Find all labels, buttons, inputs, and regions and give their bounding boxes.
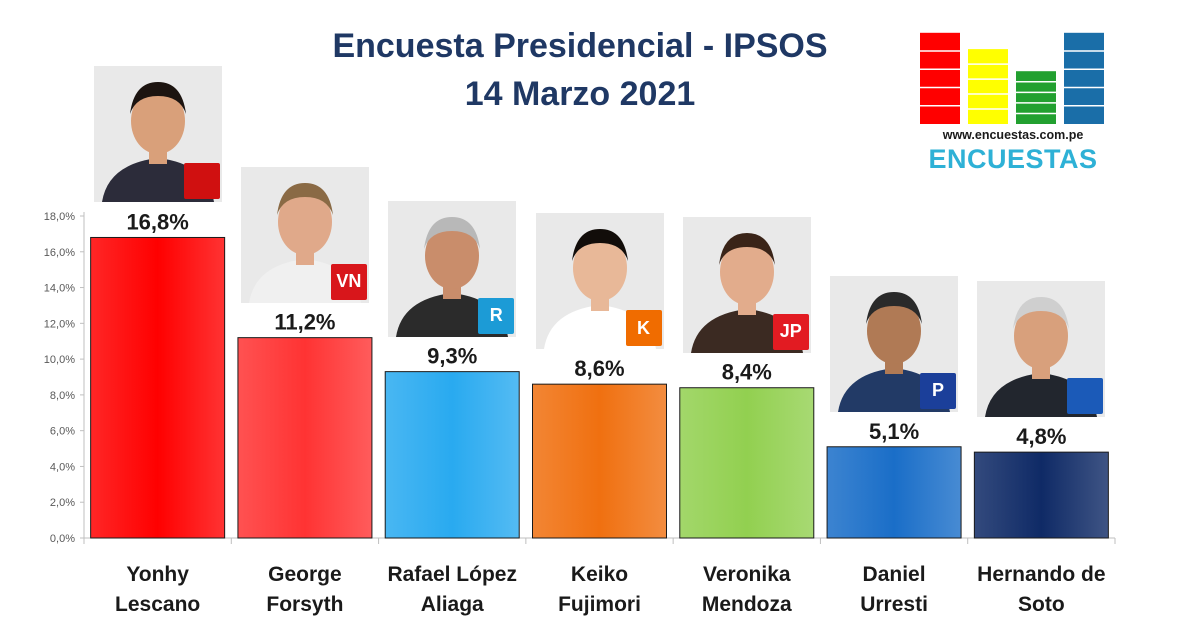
category-label-line: Rafael López — [387, 563, 517, 586]
category-label-line: Aliaga — [420, 593, 484, 616]
value-label: 5,1% — [869, 419, 919, 444]
avanza-pais-icon — [1067, 378, 1104, 415]
y-tick-label: 14,0% — [44, 283, 75, 295]
y-tick-label: 4,0% — [50, 461, 75, 473]
category-label-line: Forsyth — [266, 593, 344, 616]
category-label-line: Lescano — [115, 593, 201, 616]
y-tick-label: 8,0% — [50, 390, 75, 402]
badge-text: P — [932, 380, 945, 401]
category-label: George Forsyth — [232, 560, 378, 620]
value-label: 8,6% — [574, 356, 624, 381]
juntos-por-el-peru-jp-icon: JP — [772, 313, 809, 350]
victoria-nacional-bell-icon: VN — [330, 263, 367, 300]
fuerza-popular-k-icon: K — [625, 310, 662, 347]
category-label-line: Veronika — [703, 563, 791, 586]
category-label-line: Keiko — [570, 563, 629, 586]
y-tick-label: 0,0% — [50, 533, 75, 545]
category-label-line: Hernando de — [977, 563, 1106, 586]
category-label-line: Soto — [1018, 593, 1065, 616]
value-label: 11,2% — [274, 310, 335, 335]
category-label: Keiko Fujimori — [527, 560, 673, 620]
bar-2 — [384, 371, 520, 539]
y-tick-label: 6,0% — [50, 426, 75, 438]
category-label: Daniel Urresti — [821, 560, 967, 620]
logo-bar — [1016, 71, 1056, 124]
bar-6 — [973, 451, 1109, 539]
y-tick-label: 16,0% — [44, 247, 75, 259]
logo-bar — [968, 49, 1008, 124]
logo-word-text: ENCUESTAS — [928, 144, 1098, 174]
encuestas-logo — [920, 32, 1104, 124]
category-label-line: Urresti — [860, 593, 928, 616]
y-tick-label: 2,0% — [50, 497, 75, 509]
value-label: 9,3% — [427, 344, 477, 369]
podemos-p-icon: P — [920, 372, 957, 409]
title-line-1: Encuesta Presidencial - IPSOS — [332, 27, 828, 65]
bar-1 — [237, 337, 373, 539]
portrait-george-forsyth — [240, 166, 369, 303]
logo-bar — [920, 32, 960, 124]
badge-text: JP — [779, 321, 802, 342]
bar-3 — [532, 383, 667, 539]
subtitle-date: 14 Marzo 2021 — [464, 75, 696, 113]
badge-text: R — [489, 305, 503, 326]
value-label: 8,4% — [722, 360, 772, 385]
badge-text: K — [637, 317, 650, 338]
y-tick-label: 10,0% — [44, 354, 75, 366]
y-tick-label: 12,0% — [44, 318, 75, 330]
category-label-line: George — [268, 563, 342, 586]
category-label: Veronika Mendoza — [674, 560, 820, 620]
logo-url-text: www.encuestas.com.pe — [942, 128, 1084, 142]
renovacion-popular-r-icon: R — [478, 297, 515, 334]
bar-5 — [826, 446, 962, 539]
category-label-line: Daniel — [862, 563, 926, 586]
category-label-line: Fujimori — [558, 593, 641, 616]
category-label: Hernando de Soto — [968, 560, 1114, 620]
bar-0 — [90, 236, 226, 539]
category-label: Yonhy Lescano — [85, 560, 231, 620]
category-label: Rafael López Aliaga — [379, 560, 525, 620]
badge-text: VN — [336, 271, 362, 292]
value-label: 4,8% — [1016, 424, 1066, 449]
category-label-line: Mendoza — [701, 593, 792, 616]
accion-popular-shovel-icon — [183, 163, 220, 200]
y-tick-label: 18,0% — [44, 211, 75, 223]
chart-title: Encuesta Presidencial - IPSOS 14 Marzo 2… — [250, 22, 910, 118]
bar-4 — [679, 387, 815, 539]
value-label: 16,8% — [126, 209, 188, 234]
logo-bar — [1064, 32, 1104, 124]
category-label-line: Yonhy — [126, 563, 189, 586]
